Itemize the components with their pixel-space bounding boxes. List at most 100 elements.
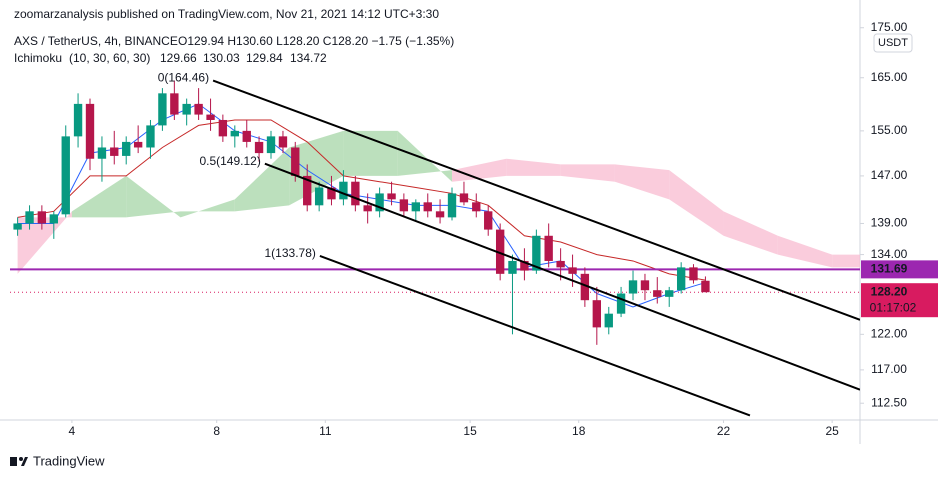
candle-body xyxy=(532,235,541,271)
candle-body xyxy=(122,141,131,156)
ohlc: O129.94 H130.60 L128.20 C128.20 −1.75 (−… xyxy=(178,34,454,48)
candle-body xyxy=(133,141,143,148)
candle-body xyxy=(242,130,251,142)
candle-body xyxy=(254,141,264,154)
currency-button xyxy=(873,33,913,53)
last-price-box xyxy=(861,283,938,318)
candle-body xyxy=(49,214,58,224)
ichimoku-cloud xyxy=(669,170,724,236)
candle-body xyxy=(592,300,601,328)
ichimoku-cloud xyxy=(71,175,127,218)
trend-line xyxy=(264,162,860,391)
candle-body xyxy=(110,147,119,156)
y-tick-label: 175.00 xyxy=(871,20,908,34)
ichimoku-cloud xyxy=(289,130,344,206)
indicator-value: 134.72 xyxy=(290,51,327,65)
hline-price-box xyxy=(861,260,938,279)
indicator-params: (10, 30, 60, 30) xyxy=(69,51,150,65)
candle-body xyxy=(665,290,674,297)
candle-body xyxy=(170,93,179,115)
candle-body xyxy=(61,136,70,215)
candle-body xyxy=(568,267,577,274)
plot-area xyxy=(10,79,860,417)
last-price-label: 128.20 xyxy=(871,284,908,298)
candle-body xyxy=(628,280,638,294)
candle-body xyxy=(604,313,613,328)
trend-line-label: 0.5(149.12) xyxy=(199,154,260,168)
candle-body xyxy=(182,103,191,115)
x-tick-label: 22 xyxy=(717,424,731,438)
y-tick-label: 155.00 xyxy=(871,123,908,137)
candle-body xyxy=(556,260,565,268)
trend-line-label: 0(164.46) xyxy=(158,71,209,85)
symbol: AXS / TetherUS, 4h, BINANCE xyxy=(14,34,178,48)
trend-line xyxy=(319,255,751,417)
indicator: Ichimoku xyxy=(14,51,62,65)
trend-line xyxy=(212,79,860,321)
ichimoku-cloud xyxy=(560,164,615,182)
candle-body xyxy=(676,267,686,291)
y-tick-label: 112.50 xyxy=(871,395,907,409)
y-tick-label: 122.00 xyxy=(871,326,908,340)
candle-body xyxy=(25,211,34,224)
candle-body xyxy=(303,175,312,206)
candle-body xyxy=(616,293,626,314)
candle-body xyxy=(97,147,107,159)
candle-body xyxy=(411,202,420,212)
candle-body xyxy=(495,229,505,274)
ichimoku-cloud xyxy=(723,211,778,255)
x-tick-label: 8 xyxy=(213,424,220,438)
indicator-value: 129.84 xyxy=(246,51,283,65)
candle-body xyxy=(399,199,409,212)
publisher: zoomarzanalysis published on TradingView… xyxy=(14,7,439,21)
candle-body xyxy=(37,211,47,224)
candle-body xyxy=(230,130,239,137)
candle-body xyxy=(339,181,348,200)
candle-body xyxy=(375,193,384,212)
candle-body xyxy=(158,93,167,126)
indicator-value: 130.03 xyxy=(203,51,240,65)
candle-body xyxy=(146,125,155,148)
candle-body xyxy=(472,202,481,212)
candle-body xyxy=(520,260,529,271)
ichimoku-cloud xyxy=(17,211,72,274)
candle-body xyxy=(435,211,445,218)
candle-body xyxy=(423,202,432,212)
x-tick-label: 25 xyxy=(825,424,839,438)
candle-body xyxy=(73,103,83,137)
candle-body xyxy=(484,211,493,230)
ichimoku-cloud xyxy=(126,175,181,218)
ichimoku-cloud xyxy=(832,254,860,268)
hline-price-label: 131.69 xyxy=(871,262,908,276)
candle-body xyxy=(459,193,469,203)
y-tick-label: 117.00 xyxy=(871,362,907,376)
x-tick-label: 11 xyxy=(319,424,332,438)
footer-brand: TradingView xyxy=(33,453,105,468)
candle-body xyxy=(194,103,203,115)
candle-body xyxy=(206,114,215,120)
y-tick-label: 139.00 xyxy=(871,216,908,230)
candle-body xyxy=(689,267,698,281)
ichimoku-cloud xyxy=(506,158,561,176)
candle-body xyxy=(544,235,553,261)
ichimoku-cloud xyxy=(343,130,398,176)
y-tick-label: 147.00 xyxy=(871,168,908,182)
tv-logo xyxy=(10,457,28,466)
candle-body xyxy=(653,290,662,297)
y-tick-label: 134.00 xyxy=(871,247,908,261)
indicator-value: 129.66 xyxy=(160,51,197,65)
trend-line-label: 1(133.78) xyxy=(265,246,316,260)
candle-body xyxy=(701,280,710,293)
ichimoku-cloud xyxy=(180,199,235,218)
ichimoku-cloud xyxy=(777,235,833,268)
candle-body xyxy=(640,280,650,291)
countdown-label: 01:17:02 xyxy=(870,300,917,314)
candle-body xyxy=(351,181,360,206)
candle-body xyxy=(314,187,324,206)
candle-body xyxy=(13,223,22,230)
ichimoku-base-line xyxy=(17,119,706,281)
candle-body xyxy=(85,103,95,159)
candle-body xyxy=(266,136,276,154)
candle-body xyxy=(387,193,396,200)
